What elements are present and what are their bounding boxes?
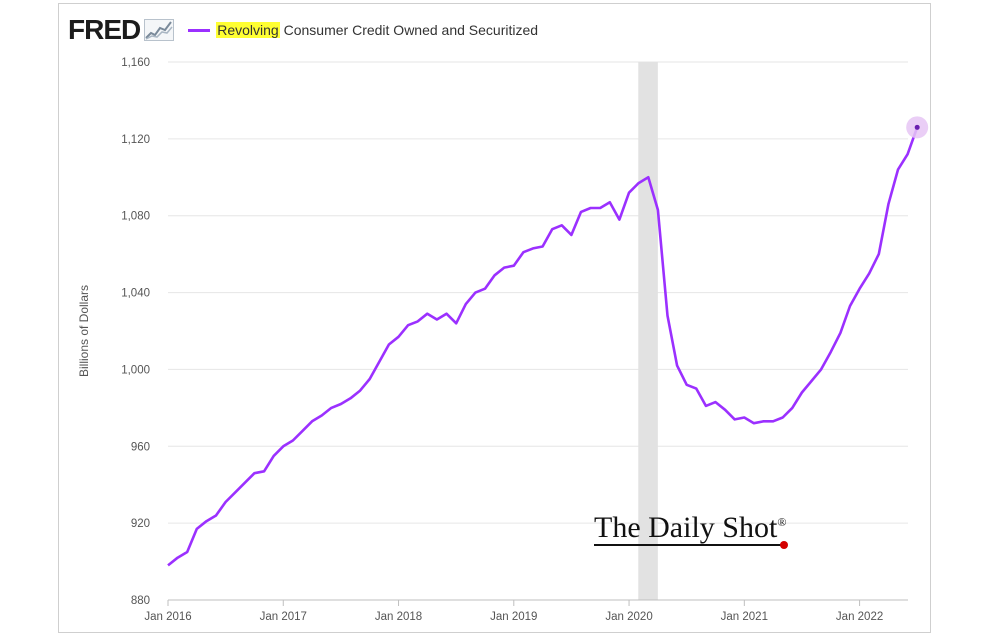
watermark-text: The Daily Shot bbox=[594, 511, 778, 544]
legend-swatch bbox=[188, 28, 211, 32]
series-line bbox=[167, 126, 919, 567]
y-tick-label: 1,000 bbox=[121, 364, 150, 376]
y-axis: 880 920 960 1,000 1,040 1,080 1,120 1,160 bbox=[121, 57, 150, 607]
x-axis: Jan 2016 Jan 2017 Jan 2018 Jan 2019 Jan 2020… bbox=[144, 599, 908, 623]
x-tick-label: Jan 2017 bbox=[260, 611, 307, 623]
x-tick-label: Jan 2022 bbox=[836, 611, 883, 623]
x-tick-label: Jan 2018 bbox=[375, 611, 422, 623]
x-tick-label: Jan 2021 bbox=[721, 611, 768, 623]
y-tick-label: 960 bbox=[131, 441, 150, 453]
y-axis-label: Billions of Dollars bbox=[77, 285, 91, 377]
y-tick-label: 920 bbox=[131, 518, 150, 530]
series-layer bbox=[167, 116, 929, 567]
fred-sparkline-icon bbox=[144, 19, 175, 41]
chart-frame bbox=[58, 3, 931, 633]
watermark-logo: The Daily Shot® bbox=[594, 511, 789, 549]
y-tick-label: 1,120 bbox=[121, 134, 150, 146]
y-tick-label: 1,040 bbox=[121, 288, 150, 300]
fred-logo: FRED bbox=[68, 14, 141, 45]
watermark-registered-mark: ® bbox=[777, 515, 787, 529]
chart-header: FRED Revolving Consumer Credit Owned and… bbox=[68, 16, 538, 44]
x-tick-label: Jan 2016 bbox=[144, 611, 191, 623]
grid-lines bbox=[168, 61, 908, 601]
y-tick-label: 1,080 bbox=[121, 211, 150, 223]
endpoint-marker[interactable] bbox=[914, 124, 920, 130]
y-tick-label: 880 bbox=[131, 595, 150, 607]
legend-label: Revolving Consumer Credit Owned and Secu… bbox=[216, 22, 538, 38]
legend-label-rest: Consumer Credit Owned and Securitized bbox=[279, 22, 539, 38]
y-tick-label: 1,160 bbox=[121, 57, 150, 69]
watermark-dot bbox=[780, 540, 789, 549]
x-tick-label: Jan 2020 bbox=[605, 611, 652, 623]
legend-highlight: Revolving bbox=[216, 22, 280, 38]
x-tick-label: Jan 2019 bbox=[490, 611, 537, 623]
